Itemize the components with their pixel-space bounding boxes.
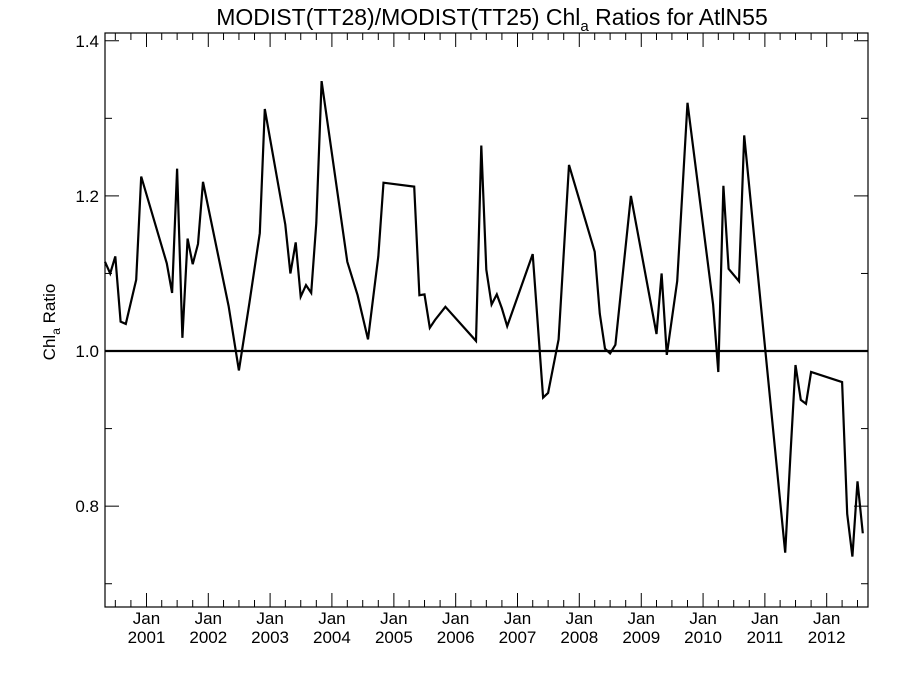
x-tick-label-year: 2004 bbox=[313, 628, 351, 647]
x-tick-label-month: Jan bbox=[195, 609, 222, 628]
y-tick-label: 1.0 bbox=[75, 342, 99, 361]
x-tick-label-month: Jan bbox=[689, 609, 716, 628]
x-tick-label-month: Jan bbox=[133, 609, 160, 628]
y-tick-labels: 0.8 1.0 1.2 1.4 bbox=[75, 32, 99, 516]
x-tick-label-year: 2003 bbox=[251, 628, 289, 647]
chart-title-main: MODIST(TT28)/MODIST(TT25) Chl bbox=[216, 4, 580, 30]
x-tick-label-month: Jan bbox=[380, 609, 407, 628]
x-tick-label-year: 2011 bbox=[747, 628, 784, 647]
y-axis-label-main: Chl bbox=[40, 335, 59, 361]
tick-marks bbox=[105, 33, 868, 607]
x-tick-label-month: Jan bbox=[813, 609, 840, 628]
chart-title-subscript: a bbox=[580, 18, 589, 35]
x-tick-label-month: Jan bbox=[628, 609, 655, 628]
x-tick-label-year: 2002 bbox=[189, 628, 227, 647]
series-line bbox=[103, 80, 864, 557]
x-tick-label-year: 2008 bbox=[560, 628, 598, 647]
x-tick-label-month: Jan bbox=[318, 609, 345, 628]
x-tick-label-month: Jan bbox=[256, 609, 283, 628]
chart-title-tail: Ratios for AtlN55 bbox=[589, 4, 768, 30]
chart-title: MODIST(TT28)/MODIST(TT25) Chla Ratios fo… bbox=[216, 4, 767, 35]
x-tick-label-year: 2006 bbox=[437, 628, 475, 647]
x-tick-label-year: 2012 bbox=[808, 628, 846, 647]
y-axis-label-subscript: a bbox=[49, 328, 63, 335]
x-tick-labels: Jan2001Jan2002Jan2003Jan2004Jan2005Jan20… bbox=[128, 609, 846, 647]
x-tick-label-year: 2005 bbox=[375, 628, 413, 647]
y-tick-label: 1.2 bbox=[75, 187, 99, 206]
plot-frame bbox=[104, 32, 869, 608]
x-tick-label-month: Jan bbox=[442, 609, 469, 628]
y-axis-label: Chla Ratio bbox=[40, 284, 63, 361]
y-axis-label-tail: Ratio bbox=[40, 284, 59, 328]
y-tick-label: 0.8 bbox=[75, 497, 99, 516]
x-tick-label-month: Jan bbox=[566, 609, 593, 628]
series-group bbox=[103, 80, 864, 557]
x-tick-label-year: 2009 bbox=[622, 628, 660, 647]
x-tick-label-year: 2010 bbox=[684, 628, 722, 647]
y-tick-label: 1.4 bbox=[75, 32, 99, 51]
x-tick-label-month: Jan bbox=[504, 609, 531, 628]
x-tick-label-month: Jan bbox=[751, 609, 778, 628]
x-tick-label-year: 2007 bbox=[499, 628, 537, 647]
x-tick-label-year: 2001 bbox=[128, 628, 166, 647]
